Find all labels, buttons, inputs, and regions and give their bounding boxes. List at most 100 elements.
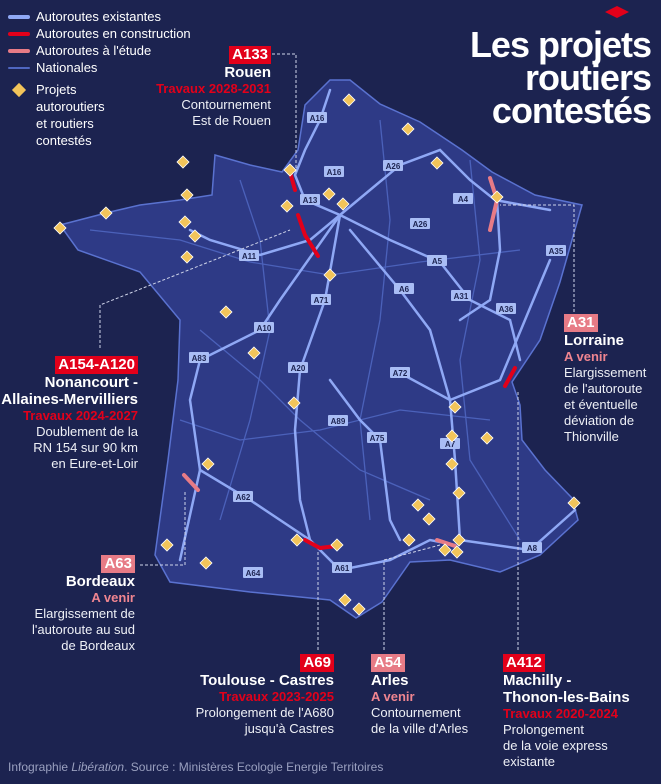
road-labels: A16 A16 A26 A4 A13 A26 A35 A11 A5 A6 A31 A71 A36 A10 A… (189, 112, 566, 578)
tag-a31: A31 (564, 314, 598, 332)
project-diamond-icon (411, 498, 425, 512)
project-diamond-icon (342, 93, 356, 107)
desc: RN 154 sur 90 km (33, 440, 138, 455)
road-label-a64: A64 (243, 567, 263, 578)
project-diamond-icon (201, 457, 215, 471)
desc: de l'autoroute (564, 381, 643, 396)
a412-segment (503, 366, 517, 388)
status: Travaux 2023-2025 (219, 689, 334, 704)
road-label-a89: A89 (328, 415, 348, 426)
road-label-a5: A5 (427, 255, 447, 266)
page-title: Les projets routiers contestés (469, 24, 652, 131)
svg-text:A89: A89 (331, 417, 346, 426)
status: Travaux 2024-2027 (23, 408, 138, 423)
svg-text:A13: A13 (303, 196, 318, 205)
existing-motorway-swatch (8, 14, 30, 19)
legend-existing: Autoroutes existantes (36, 9, 162, 24)
tag-a54: A54 (371, 654, 405, 672)
project-diamond-icon (338, 593, 352, 607)
tag-a63: A63 (101, 555, 135, 573)
project-markers (53, 93, 581, 616)
construction-motorways (288, 170, 517, 551)
svg-text:A62: A62 (236, 493, 251, 502)
a63-segment (182, 473, 200, 492)
project-diamond-icon (567, 496, 581, 510)
desc: Prolongement (503, 722, 584, 737)
road-label-a26: A26 (410, 218, 430, 229)
desc: déviation de (564, 413, 635, 428)
desc: et éventuelle (564, 397, 638, 412)
svg-text:A36: A36 (499, 305, 514, 314)
svg-text:A4: A4 (458, 195, 469, 204)
desc: Elargissement (564, 365, 647, 380)
desc: existante (503, 754, 556, 769)
project-diamond-icon (180, 188, 194, 202)
annotation-a63: A63 Bordeaux A venir Elargissement de l'… (32, 555, 135, 654)
road-label-a75: A75 (367, 432, 387, 443)
project-diamond-icon (430, 156, 444, 170)
project-diamond-icon (422, 512, 436, 526)
diamond-icon (11, 82, 27, 98)
status: Travaux 2020-2024 (503, 706, 618, 721)
national-swatch (8, 66, 30, 69)
annotation-a69: A69 Toulouse - Castres Travaux 2023-2025… (196, 654, 334, 737)
svg-text:A71: A71 (314, 296, 329, 305)
svg-text:A31: A31 (454, 292, 469, 301)
place: Rouen (224, 64, 271, 81)
study-swatch (8, 48, 30, 53)
place: Thonon-les-Bains (503, 689, 630, 706)
desc: en Eure-et-Loir (51, 456, 138, 471)
project-diamond-icon (480, 431, 494, 445)
road-label-a72: A72 (390, 367, 410, 378)
project-diamond-icon (445, 429, 459, 443)
project-diamond-icon (445, 457, 459, 471)
road-label-a36: A36 (496, 303, 516, 314)
status: A venir (371, 689, 415, 704)
project-diamond-icon (402, 533, 416, 547)
place: Lorraine (564, 332, 625, 349)
desc: Thionville (564, 429, 619, 444)
svg-text:A75: A75 (370, 434, 385, 443)
road-label-a62: A62 (233, 491, 253, 502)
a69-segment (303, 538, 338, 551)
project-diamond-icon (352, 602, 366, 616)
project-diamond-icon (188, 229, 202, 243)
project-diamond-icon (336, 197, 350, 211)
a54-segment (435, 538, 457, 548)
annotation-a154: A154-A120 Nonancourt - Allaines-Mervilli… (1, 356, 138, 472)
desc: Contournement (371, 705, 461, 720)
svg-text:A10: A10 (257, 324, 272, 333)
svg-text:A6: A6 (399, 285, 410, 294)
project-diamond-icon (450, 545, 464, 559)
a154-segment (296, 213, 320, 258)
construction-swatch (8, 31, 30, 36)
legend-projects: Projets (36, 82, 77, 97)
desc: Elargissement de (34, 606, 135, 621)
road-label-a10: A10 (254, 322, 274, 333)
desc: l'autoroute au sud (32, 622, 135, 637)
project-diamond-icon (178, 215, 192, 229)
project-diamond-icon (330, 538, 344, 552)
road-label-a13: A13 (300, 194, 320, 205)
annotation-a54: A54 Arles A venir Contournement de la vi… (371, 654, 468, 737)
footer-brand: Libération (71, 760, 125, 774)
legend-construction: Autoroutes en construction (36, 26, 191, 41)
svg-text:A8: A8 (527, 544, 538, 553)
road-label-a16: A16 (307, 112, 327, 123)
place: Nonancourt - (44, 374, 138, 391)
project-diamond-icon (280, 199, 294, 213)
svg-text:A83: A83 (192, 354, 207, 363)
road-label-a4: A4 (453, 193, 473, 204)
status: A venir (91, 590, 135, 605)
svg-text:A7: A7 (445, 440, 456, 449)
project-diamond-icon (323, 268, 337, 282)
place: Bordeaux (65, 573, 135, 590)
project-diamond-icon (290, 533, 304, 547)
road-label-a6: A6 (394, 283, 414, 294)
place: Machilly - (503, 672, 572, 689)
status: A venir (564, 349, 608, 364)
desc: de la ville d'Arles (371, 721, 469, 736)
annotation-a31: A31 Lorraine A venir Elargissement de l'… (564, 314, 646, 445)
